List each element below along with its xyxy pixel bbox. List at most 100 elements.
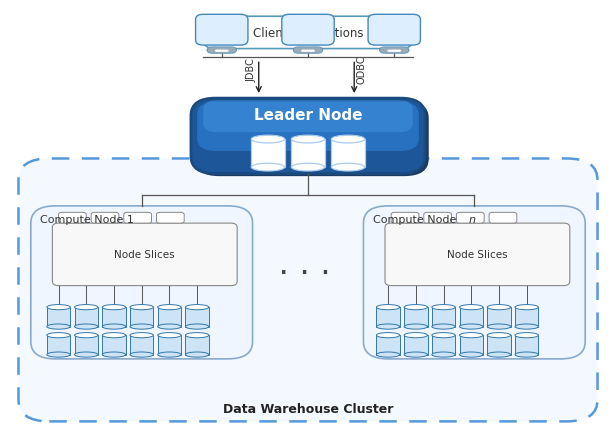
Ellipse shape (515, 333, 538, 338)
FancyBboxPatch shape (489, 213, 517, 224)
FancyBboxPatch shape (124, 213, 152, 224)
FancyBboxPatch shape (368, 15, 421, 46)
Ellipse shape (185, 352, 209, 357)
Ellipse shape (515, 305, 538, 310)
Polygon shape (331, 140, 365, 168)
Ellipse shape (432, 333, 455, 338)
FancyBboxPatch shape (207, 48, 237, 54)
Ellipse shape (487, 352, 511, 357)
Ellipse shape (47, 305, 70, 310)
Polygon shape (460, 335, 483, 355)
Ellipse shape (432, 324, 455, 329)
Ellipse shape (130, 324, 153, 329)
Polygon shape (404, 335, 428, 355)
Ellipse shape (158, 305, 181, 310)
FancyBboxPatch shape (456, 213, 484, 224)
Polygon shape (404, 307, 428, 327)
Text: ODBC: ODBC (357, 55, 367, 84)
Ellipse shape (331, 136, 365, 144)
Polygon shape (47, 335, 70, 355)
Polygon shape (185, 335, 209, 355)
Polygon shape (460, 307, 483, 327)
Polygon shape (515, 335, 538, 355)
FancyBboxPatch shape (385, 224, 570, 286)
Ellipse shape (487, 305, 511, 310)
Ellipse shape (47, 333, 70, 338)
Ellipse shape (130, 305, 153, 310)
Ellipse shape (487, 333, 511, 338)
Text: Node Slices: Node Slices (447, 250, 508, 260)
Ellipse shape (158, 352, 181, 357)
Text: Data Warehouse Cluster: Data Warehouse Cluster (223, 402, 393, 415)
FancyBboxPatch shape (191, 99, 425, 174)
Ellipse shape (515, 352, 538, 357)
Polygon shape (102, 307, 126, 327)
FancyBboxPatch shape (31, 206, 253, 359)
Polygon shape (47, 307, 70, 327)
Ellipse shape (102, 305, 126, 310)
Ellipse shape (185, 305, 209, 310)
Ellipse shape (404, 333, 428, 338)
FancyBboxPatch shape (301, 50, 315, 53)
Text: Client Applications: Client Applications (253, 27, 363, 40)
Ellipse shape (291, 164, 325, 172)
FancyBboxPatch shape (156, 213, 184, 224)
Text: ·  ·  ·: · · · (280, 264, 330, 283)
Polygon shape (158, 335, 181, 355)
Ellipse shape (75, 352, 98, 357)
Text: n: n (468, 215, 475, 225)
Ellipse shape (376, 333, 400, 338)
FancyBboxPatch shape (52, 224, 237, 286)
Ellipse shape (75, 324, 98, 329)
Ellipse shape (432, 305, 455, 310)
Ellipse shape (251, 136, 285, 144)
Ellipse shape (75, 333, 98, 338)
Polygon shape (515, 307, 538, 327)
Ellipse shape (185, 333, 209, 338)
Ellipse shape (130, 333, 153, 338)
Ellipse shape (158, 333, 181, 338)
Ellipse shape (460, 333, 483, 338)
Ellipse shape (185, 324, 209, 329)
Ellipse shape (102, 333, 126, 338)
Ellipse shape (102, 324, 126, 329)
Polygon shape (158, 307, 181, 327)
Ellipse shape (404, 352, 428, 357)
FancyBboxPatch shape (203, 17, 413, 49)
FancyBboxPatch shape (214, 50, 229, 53)
FancyBboxPatch shape (203, 101, 413, 133)
FancyBboxPatch shape (197, 103, 419, 152)
FancyBboxPatch shape (18, 159, 598, 421)
Ellipse shape (130, 352, 153, 357)
Text: Compute Node 1: Compute Node 1 (40, 215, 134, 225)
FancyBboxPatch shape (391, 213, 419, 224)
Text: Compute Node: Compute Node (373, 215, 460, 225)
Polygon shape (130, 307, 153, 327)
Polygon shape (291, 140, 325, 168)
Ellipse shape (376, 352, 400, 357)
Polygon shape (130, 335, 153, 355)
Ellipse shape (460, 324, 483, 329)
Ellipse shape (404, 305, 428, 310)
FancyBboxPatch shape (387, 50, 402, 53)
Ellipse shape (47, 352, 70, 357)
Ellipse shape (47, 324, 70, 329)
Text: JDBC: JDBC (246, 58, 256, 82)
Polygon shape (487, 307, 511, 327)
Polygon shape (75, 307, 98, 327)
Polygon shape (376, 335, 400, 355)
FancyBboxPatch shape (282, 15, 334, 46)
Ellipse shape (75, 305, 98, 310)
Ellipse shape (404, 324, 428, 329)
Ellipse shape (251, 164, 285, 172)
Polygon shape (102, 335, 126, 355)
Polygon shape (185, 307, 209, 327)
FancyBboxPatch shape (379, 48, 409, 54)
Polygon shape (75, 335, 98, 355)
FancyBboxPatch shape (91, 213, 119, 224)
Ellipse shape (460, 305, 483, 310)
Polygon shape (251, 140, 285, 168)
Ellipse shape (376, 305, 400, 310)
Ellipse shape (291, 136, 325, 144)
FancyBboxPatch shape (59, 213, 86, 224)
